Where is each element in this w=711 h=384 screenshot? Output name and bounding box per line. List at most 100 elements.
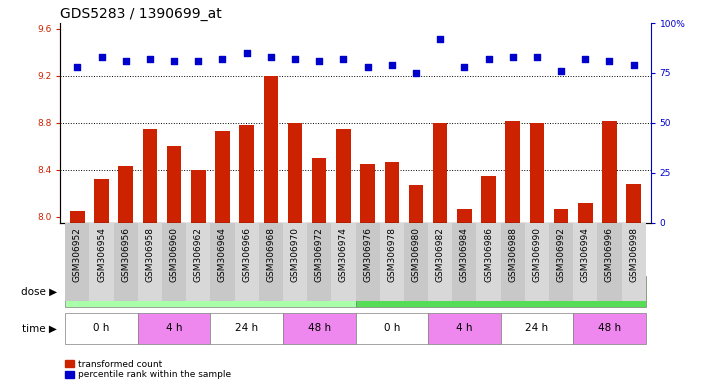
Bar [307,223,331,301]
Bar [283,223,307,301]
Text: GSM306984: GSM306984 [460,227,469,281]
Point [96,54,107,60]
Point [555,68,567,74]
Point [144,56,156,62]
Bar [549,223,573,301]
Legend: transformed count, percentile rank within the sample: transformed count, percentile rank withi… [65,360,230,379]
Text: GDS5283 / 1390699_at: GDS5283 / 1390699_at [60,7,222,21]
Bar [457,209,471,223]
Bar [428,223,452,301]
Text: GSM306988: GSM306988 [508,227,517,281]
Text: 4 h: 4 h [456,323,473,333]
Text: 0 h: 0 h [93,323,109,333]
Text: 48 h: 48 h [598,323,621,333]
Bar [433,123,447,223]
Bar [525,223,549,301]
Point [604,58,615,64]
Text: GSM306972: GSM306972 [315,227,324,281]
Text: 24 h: 24 h [525,323,548,333]
Text: 48 h: 48 h [308,323,331,333]
Bar [481,176,496,223]
Bar [573,313,646,344]
Bar [90,223,114,301]
Point [265,54,277,60]
Bar [65,313,138,344]
Bar [331,223,356,301]
Text: 0 h: 0 h [384,323,400,333]
Point [169,58,180,64]
Bar [215,131,230,223]
Bar [210,313,283,344]
Text: GSM306966: GSM306966 [242,227,251,281]
Point [338,56,349,62]
Bar [554,209,568,223]
Point [120,58,132,64]
Bar [597,223,621,301]
Bar [626,184,641,223]
Point [386,62,397,68]
Point [507,54,518,60]
Bar [501,223,525,301]
Bar [259,223,283,301]
Bar [264,76,278,223]
Text: GSM306964: GSM306964 [218,227,227,281]
Bar [143,129,157,223]
Bar [191,170,205,223]
Bar [501,313,573,344]
Bar [578,203,592,223]
Bar [235,223,259,301]
Text: dose ▶: dose ▶ [21,287,57,297]
Text: GSM306960: GSM306960 [170,227,178,281]
Text: GSM306994: GSM306994 [581,227,589,281]
Bar [356,223,380,301]
Bar [167,146,181,223]
Text: GSM306968: GSM306968 [267,227,275,281]
Bar [506,121,520,223]
Point [289,56,301,62]
Text: GSM306986: GSM306986 [484,227,493,281]
Point [217,56,228,62]
Bar [119,166,133,223]
Bar [602,121,616,223]
Bar [95,179,109,223]
Bar [404,223,428,301]
Bar [186,223,210,301]
Bar [409,185,423,223]
Bar [162,223,186,301]
Bar [356,313,428,344]
Text: GSM306954: GSM306954 [97,227,106,281]
Bar [288,123,302,223]
Text: GSM306978: GSM306978 [387,227,396,281]
Text: GSM306992: GSM306992 [557,227,565,281]
Text: GSM306958: GSM306958 [146,227,154,281]
Text: GSM306952: GSM306952 [73,227,82,281]
Bar [476,223,501,301]
Text: 18 mg/kg RDX: 18 mg/kg RDX [463,287,538,297]
Point [193,58,204,64]
Point [314,58,325,64]
Bar [65,276,356,307]
Point [241,50,252,56]
Text: GSM306982: GSM306982 [436,227,444,281]
Point [362,64,373,70]
Text: GSM306996: GSM306996 [605,227,614,281]
Point [459,64,470,70]
Bar [65,223,90,301]
Bar [360,164,375,223]
Text: GSM306956: GSM306956 [122,227,130,281]
Text: 24 h: 24 h [235,323,258,333]
Bar [70,211,85,223]
Point [72,64,83,70]
Bar [452,223,476,301]
Point [410,70,422,76]
Text: GSM306974: GSM306974 [339,227,348,281]
Bar [380,223,404,301]
Bar [621,223,646,301]
Bar [428,313,501,344]
Bar [283,313,356,344]
Point [483,56,494,62]
Bar [385,162,399,223]
Bar [356,276,646,307]
Bar [114,223,138,301]
Point [531,54,542,60]
